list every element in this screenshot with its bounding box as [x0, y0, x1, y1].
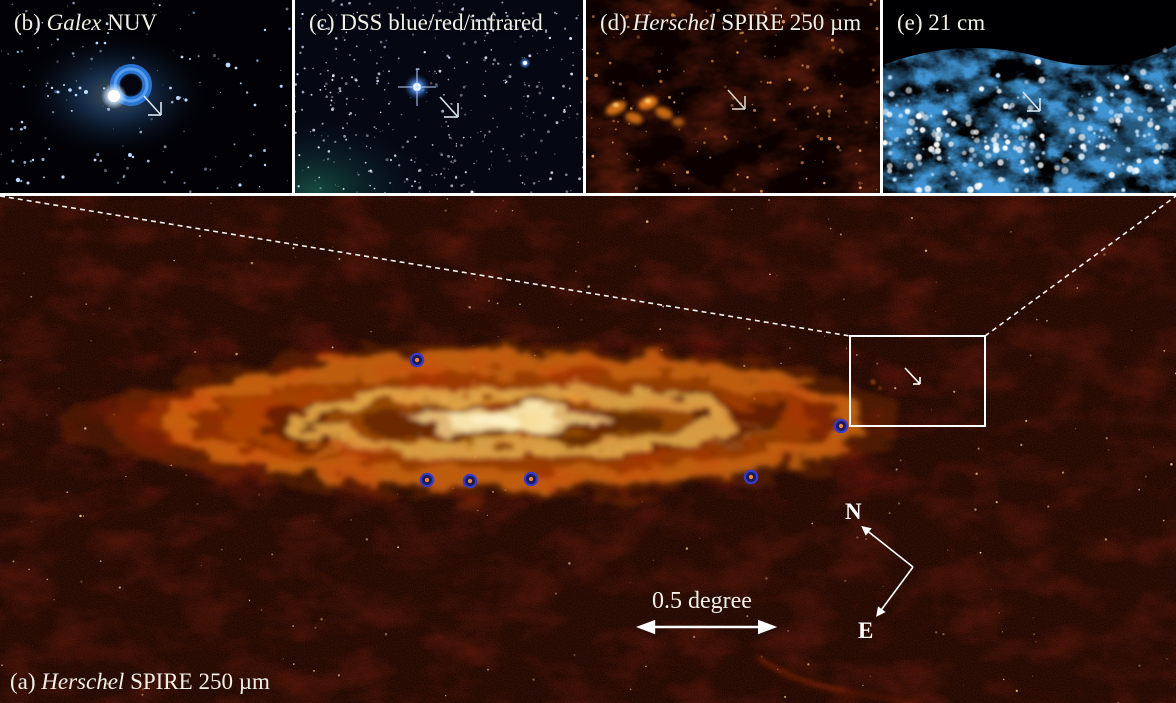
- svg-text:E: E: [858, 618, 873, 643]
- svg-text:(a) Herschel SPIRE 250 µm: (a) Herschel SPIRE 250 µm: [10, 669, 270, 694]
- svg-text:N: N: [845, 499, 862, 524]
- svg-text:0.5 degree: 0.5 degree: [652, 588, 752, 614]
